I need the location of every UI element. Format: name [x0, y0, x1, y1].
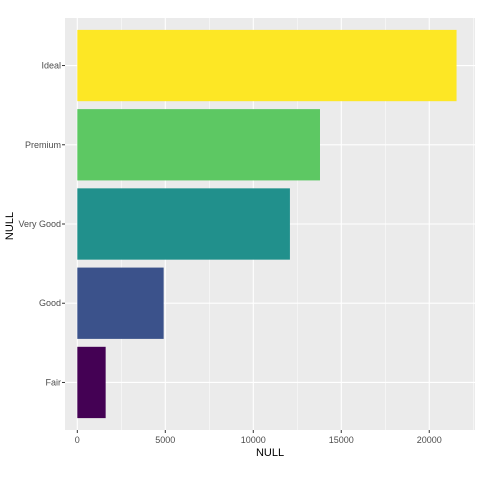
- bar-premium: [77, 109, 320, 181]
- bars: [77, 29, 457, 419]
- x-tick-label: 0: [75, 435, 80, 445]
- y-tick-label: Fair: [46, 377, 62, 387]
- x-tick-label: 10000: [241, 435, 266, 445]
- y-axis-title: NULL: [4, 212, 16, 240]
- x-tick-label: 5000: [155, 435, 175, 445]
- bar-fair: [77, 346, 106, 419]
- y-tick-label: Good: [39, 298, 61, 308]
- bar-very-good: [77, 188, 290, 260]
- x-tick-label: 15000: [329, 435, 354, 445]
- x-axis: 0 5000 10000 15000 20000: [75, 430, 442, 445]
- y-tick-label: Very Good: [18, 219, 61, 229]
- x-axis-title: NULL: [256, 447, 284, 459]
- y-tick-label: Premium: [25, 140, 61, 150]
- y-axis: Fair Good Very Good Premium Ideal: [18, 61, 65, 387]
- y-tick-label: Ideal: [41, 61, 61, 71]
- bar-ideal: [77, 29, 457, 102]
- x-tick-label: 20000: [417, 435, 442, 445]
- bar-good: [77, 267, 164, 339]
